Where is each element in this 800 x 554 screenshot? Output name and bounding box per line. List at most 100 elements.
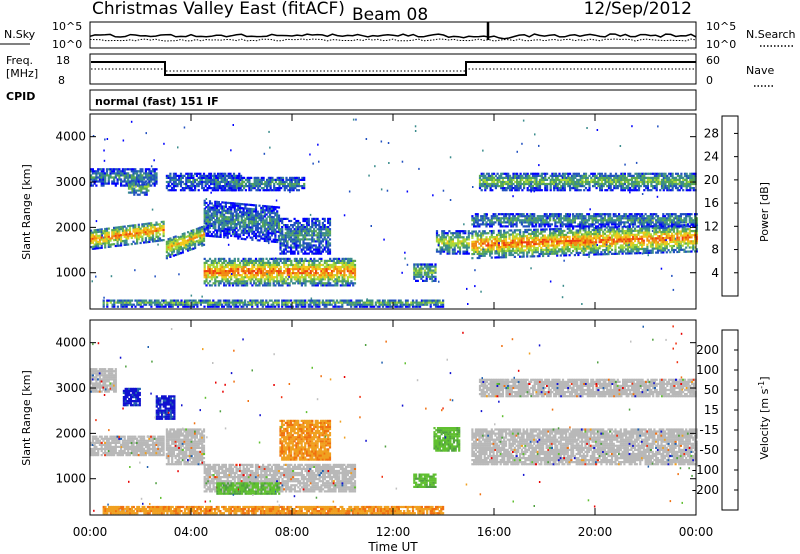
power-cell: [515, 219, 518, 222]
power-cell: [269, 257, 272, 260]
power-cell: [694, 242, 697, 245]
power-cell: [531, 238, 534, 242]
power-cell: [255, 178, 258, 181]
power-cell: [311, 224, 314, 227]
power-cell: [247, 272, 250, 275]
power-cell: [254, 284, 258, 287]
power-cell: [216, 221, 219, 224]
power-cell: [301, 185, 304, 188]
power-cell: [694, 232, 697, 235]
power-cell: [453, 250, 456, 253]
power-cell: [483, 238, 486, 241]
power-cell: [352, 265, 355, 269]
power-cell: [321, 228, 324, 231]
power-cell: [674, 238, 677, 241]
power-cell: [150, 224, 153, 227]
power-cell: [197, 185, 200, 188]
power-cell: [648, 233, 651, 236]
power-cell: [277, 230, 281, 234]
power-cell: [194, 178, 197, 181]
power-cell: [292, 187, 295, 190]
power-cell: [171, 178, 174, 181]
power-cell: [201, 180, 204, 184]
power-cell: [230, 216, 233, 219]
power-cell: [272, 218, 275, 221]
power-cell: [437, 240, 440, 243]
power-cell: [162, 224, 165, 227]
power-cell: [153, 227, 156, 231]
power-cell: [137, 180, 140, 183]
power-cell: [136, 178, 139, 181]
power-cell: [350, 268, 353, 271]
power-cell: [542, 230, 545, 233]
power-cell: [141, 237, 144, 240]
power-cell: [210, 284, 213, 287]
power-cell: [263, 227, 266, 230]
power-cell: [165, 242, 168, 245]
power-cell: [328, 238, 332, 241]
power-cell: [630, 240, 633, 243]
power-cell: [218, 185, 221, 188]
power-cell: [158, 225, 162, 228]
power-cell: [286, 217, 289, 220]
power-cell: [120, 184, 123, 187]
power-cell: [499, 225, 502, 228]
power-cell: [136, 232, 139, 235]
power-cell: [318, 230, 321, 233]
power-cell: [511, 253, 515, 256]
power-cell: [313, 259, 316, 262]
power-cell: [519, 231, 522, 234]
power-cell: [286, 226, 289, 229]
power-cell: [329, 257, 332, 260]
power-cell: [533, 234, 536, 237]
power-cell: [485, 236, 488, 239]
power-cell: [203, 222, 206, 225]
power-cell: [105, 233, 109, 236]
power-cell: [230, 210, 233, 213]
power-cell: [120, 244, 123, 247]
power-cell: [251, 214, 254, 217]
power-cell: [150, 222, 153, 225]
power-cell: [448, 248, 451, 251]
power-cell: [490, 234, 493, 237]
power-cell: [565, 246, 568, 249]
power-cell: [171, 253, 174, 256]
power-cell: [556, 252, 559, 255]
power-cell: [179, 176, 183, 179]
power-cell: [133, 183, 136, 186]
power-cell: [253, 259, 256, 262]
power-cell: [350, 270, 353, 273]
power-cell: [313, 284, 316, 287]
power-cell: [91, 237, 94, 240]
power-cell: [276, 214, 279, 217]
power-cell: [226, 216, 229, 219]
power-cell: [651, 227, 654, 230]
power-cell: [105, 242, 109, 245]
power-cell: [314, 234, 317, 237]
power-cell: [213, 180, 216, 184]
power-cell: [218, 187, 221, 190]
power-cell: [153, 178, 156, 181]
power-cell: [413, 265, 416, 268]
power-cell: [221, 272, 224, 275]
power-cell: [346, 259, 349, 262]
power-cell: [458, 246, 462, 249]
power-cell: [178, 176, 181, 179]
power-cell: [199, 178, 202, 181]
power-cell: [208, 284, 212, 287]
power-cell: [130, 170, 133, 173]
power-cell: [313, 238, 316, 241]
power-cell: [143, 185, 146, 188]
power-cell: [552, 248, 555, 251]
power-cell: [605, 234, 608, 237]
power-cell: [288, 270, 291, 273]
power-cell: [596, 253, 599, 256]
power-cell: [485, 215, 488, 218]
power-cell: [190, 229, 193, 232]
power-cell: [104, 234, 107, 237]
power-cell: [210, 274, 213, 277]
power-cell: [313, 230, 316, 233]
power-cell: [197, 239, 200, 242]
power-cell: [205, 222, 208, 225]
power-cell: [172, 182, 175, 186]
